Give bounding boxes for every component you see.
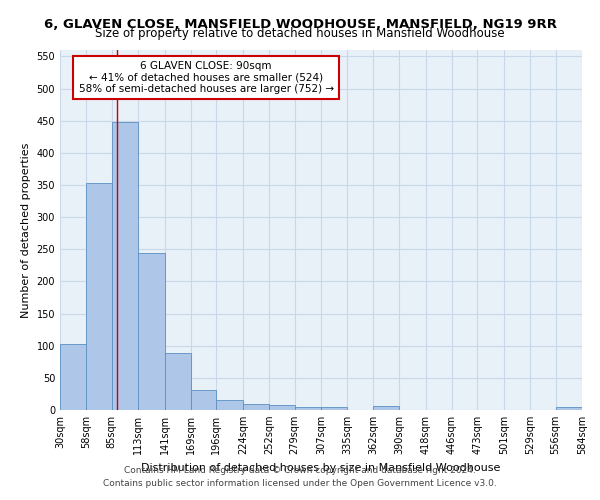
Bar: [164, 354, 191, 410]
Bar: [60, 344, 86, 410]
Bar: [269, 405, 295, 410]
Bar: [112, 122, 138, 410]
Text: Contains HM Land Registry data © Crown copyright and database right 2024.
Contai: Contains HM Land Registry data © Crown c…: [103, 466, 497, 487]
Text: 6, GLAVEN CLOSE, MANSFIELD WOODHOUSE, MANSFIELD, NG19 9RR: 6, GLAVEN CLOSE, MANSFIELD WOODHOUSE, MA…: [44, 18, 557, 30]
Bar: [217, 400, 243, 410]
Bar: [373, 406, 399, 410]
Bar: [86, 183, 112, 410]
Bar: [295, 407, 321, 410]
Text: Size of property relative to detached houses in Mansfield Woodhouse: Size of property relative to detached ho…: [95, 28, 505, 40]
Bar: [191, 390, 217, 410]
X-axis label: Distribution of detached houses by size in Mansfield Woodhouse: Distribution of detached houses by size …: [142, 462, 500, 472]
Bar: [556, 407, 582, 410]
Bar: [321, 408, 347, 410]
Text: 6 GLAVEN CLOSE: 90sqm
← 41% of detached houses are smaller (524)
58% of semi-det: 6 GLAVEN CLOSE: 90sqm ← 41% of detached …: [79, 61, 334, 94]
Bar: [138, 252, 164, 410]
Bar: [243, 404, 269, 410]
Y-axis label: Number of detached properties: Number of detached properties: [21, 142, 31, 318]
